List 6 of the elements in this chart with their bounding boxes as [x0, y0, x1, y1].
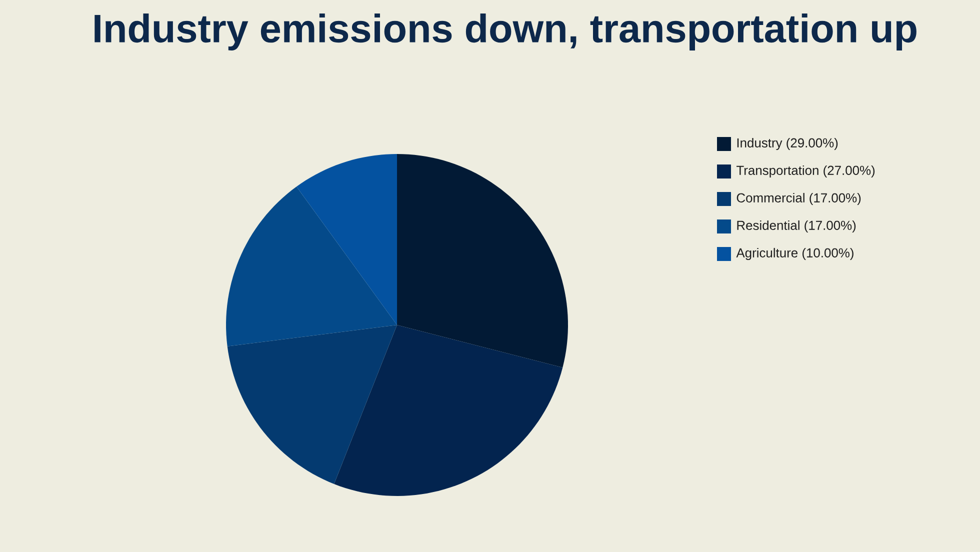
legend-label: Industry (29.00%) — [737, 138, 838, 150]
chart-title: Industry emissions down, transportation up — [94, 14, 916, 50]
legend-label: Commercial (17.00%) — [736, 192, 861, 206]
legend-label: Transportation (27.00%) — [736, 165, 875, 178]
legend-label: Residential (17.00%) — [737, 220, 856, 233]
legend-label: Agriculture (10.00%) — [736, 248, 854, 260]
